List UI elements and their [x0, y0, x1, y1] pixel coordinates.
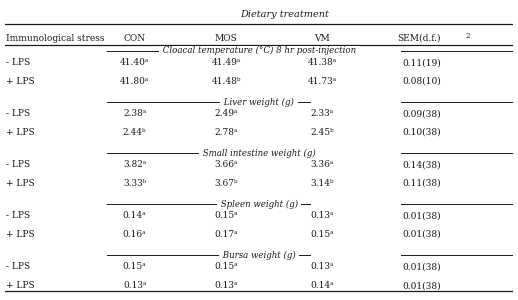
- Text: 0.13ᵃ: 0.13ᵃ: [311, 211, 334, 220]
- Text: Bursa weight (g): Bursa weight (g): [220, 250, 298, 260]
- Text: + LPS: + LPS: [6, 77, 35, 86]
- Text: 0.15ᵃ: 0.15ᵃ: [311, 230, 334, 239]
- Text: 0.01(38): 0.01(38): [402, 211, 441, 220]
- Text: 0.15ᵃ: 0.15ᵃ: [123, 262, 147, 271]
- Text: 41.40ᵃ: 41.40ᵃ: [120, 58, 149, 67]
- Text: 2.49ᵃ: 2.49ᵃ: [214, 109, 238, 118]
- Text: 2: 2: [466, 32, 470, 40]
- Text: 3.36ᵃ: 3.36ᵃ: [311, 160, 334, 169]
- Text: VM: VM: [314, 34, 330, 43]
- Text: + LPS: + LPS: [6, 179, 35, 188]
- Text: - LPS: - LPS: [6, 109, 31, 118]
- Text: Spleen weight (g): Spleen weight (g): [218, 200, 300, 208]
- Text: 41.49ᵃ: 41.49ᵃ: [211, 58, 241, 67]
- Text: 0.13ᵃ: 0.13ᵃ: [311, 262, 334, 271]
- Text: 2.33ᵃ: 2.33ᵃ: [311, 109, 334, 118]
- Text: 3.66ᵃ: 3.66ᵃ: [214, 160, 238, 169]
- Text: MOS: MOS: [214, 34, 237, 43]
- Text: - LPS: - LPS: [6, 160, 31, 169]
- Text: 2.45ᵇ: 2.45ᵇ: [311, 128, 334, 137]
- Text: - LPS: - LPS: [6, 211, 31, 220]
- Text: 0.14(38): 0.14(38): [402, 160, 441, 169]
- Text: 3.14ᵇ: 3.14ᵇ: [311, 179, 334, 188]
- Text: 0.16ᵃ: 0.16ᵃ: [123, 230, 147, 239]
- Text: + LPS: + LPS: [6, 230, 35, 239]
- Text: 2.44ᵇ: 2.44ᵇ: [123, 128, 147, 137]
- Text: 41.48ᵇ: 41.48ᵇ: [211, 77, 241, 86]
- Text: Cloacal temperature (°C) 8 hr post-injection: Cloacal temperature (°C) 8 hr post-injec…: [160, 46, 358, 56]
- Text: - LPS: - LPS: [6, 58, 31, 67]
- Text: 0.09(38): 0.09(38): [402, 109, 441, 118]
- Text: 3.67ᵇ: 3.67ᵇ: [214, 179, 238, 188]
- Text: 0.01(38): 0.01(38): [402, 281, 441, 290]
- Text: 0.08(10): 0.08(10): [402, 77, 441, 86]
- Text: Dietary treatment: Dietary treatment: [240, 10, 329, 19]
- Text: 0.17ᵃ: 0.17ᵃ: [214, 230, 238, 239]
- Text: 3.33ᵇ: 3.33ᵇ: [123, 179, 146, 188]
- Text: 0.10(38): 0.10(38): [402, 128, 441, 137]
- Text: 2.38ᵃ: 2.38ᵃ: [123, 109, 146, 118]
- Text: 0.11(38): 0.11(38): [402, 179, 441, 188]
- Text: 0.15ᵃ: 0.15ᵃ: [214, 211, 238, 220]
- Text: 0.01(38): 0.01(38): [402, 230, 441, 239]
- Text: Small intestine weight (g): Small intestine weight (g): [200, 148, 318, 158]
- Text: 41.38ᵃ: 41.38ᵃ: [308, 58, 337, 67]
- Text: 41.80ᵃ: 41.80ᵃ: [120, 77, 149, 86]
- Text: + LPS: + LPS: [6, 281, 35, 290]
- Text: 0.01(38): 0.01(38): [402, 262, 441, 271]
- Text: SEM(d.f.): SEM(d.f.): [397, 34, 441, 43]
- Text: + LPS: + LPS: [6, 128, 35, 137]
- Text: 0.15ᵃ: 0.15ᵃ: [214, 262, 238, 271]
- Text: 3.82ᵃ: 3.82ᵃ: [123, 160, 146, 169]
- Text: 0.13ᵃ: 0.13ᵃ: [123, 281, 147, 290]
- Text: 0.13ᵃ: 0.13ᵃ: [214, 281, 238, 290]
- Text: 2.78ᵃ: 2.78ᵃ: [214, 128, 238, 137]
- Text: 41.73ᵃ: 41.73ᵃ: [308, 77, 337, 86]
- Text: 0.14ᵃ: 0.14ᵃ: [311, 281, 334, 290]
- Text: Liver weight (g): Liver weight (g): [221, 98, 297, 106]
- Text: CON: CON: [124, 34, 146, 43]
- Text: Immunological stress: Immunological stress: [6, 34, 105, 43]
- Text: 0.14ᵃ: 0.14ᵃ: [123, 211, 147, 220]
- Text: 0.11(19): 0.11(19): [402, 58, 441, 67]
- Text: - LPS: - LPS: [6, 262, 31, 271]
